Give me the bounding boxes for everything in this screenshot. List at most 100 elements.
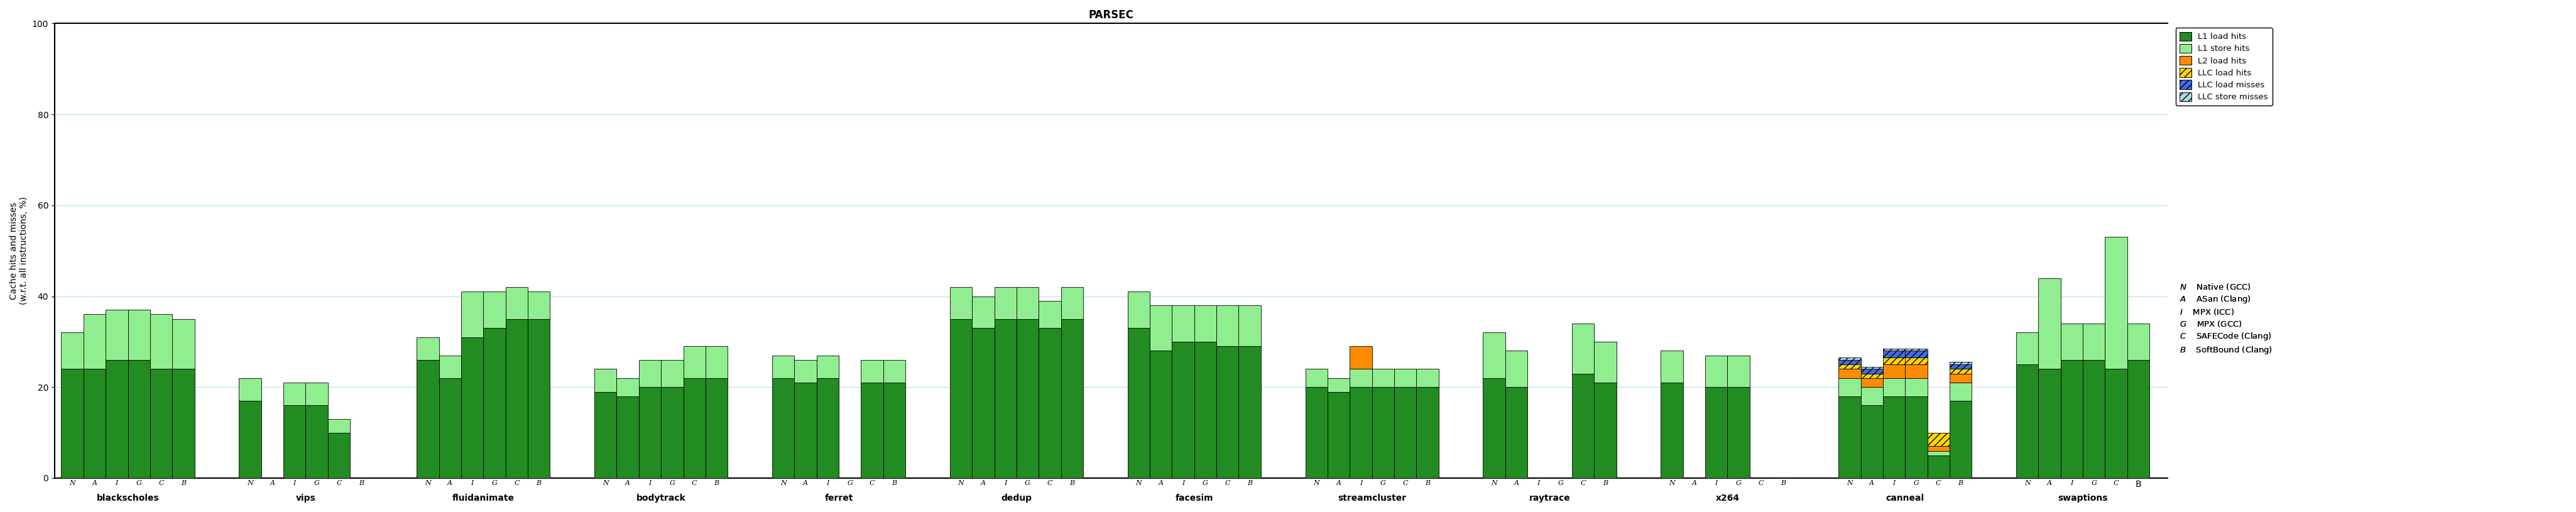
Bar: [994, 287, 1018, 319]
Bar: [793, 360, 817, 382]
Bar: [1239, 305, 1260, 346]
Bar: [438, 378, 461, 478]
Bar: [82, 314, 106, 369]
Bar: [860, 382, 884, 478]
Bar: [1705, 355, 1728, 387]
Bar: [1216, 305, 1239, 346]
Bar: [82, 369, 106, 478]
Bar: [1350, 369, 1373, 387]
Bar: [595, 392, 616, 478]
Bar: [283, 382, 307, 406]
Bar: [1728, 355, 1749, 387]
Bar: [1839, 378, 1860, 396]
Bar: [1595, 342, 1615, 382]
Bar: [1128, 328, 1149, 478]
Bar: [1860, 378, 1883, 387]
Bar: [1839, 365, 1860, 369]
Bar: [1504, 387, 1528, 478]
Bar: [2105, 369, 2128, 478]
Bar: [505, 287, 528, 319]
Bar: [1906, 396, 1927, 478]
Bar: [1906, 378, 1927, 396]
Bar: [505, 319, 528, 478]
Bar: [2084, 360, 2105, 478]
Bar: [706, 346, 726, 378]
Bar: [1883, 365, 1906, 378]
Bar: [1705, 387, 1728, 478]
Bar: [1061, 319, 1082, 478]
Bar: [884, 382, 904, 478]
Bar: [1504, 351, 1528, 387]
Bar: [1417, 369, 1437, 387]
Title: PARSEC: PARSEC: [1087, 9, 1133, 20]
Bar: [461, 292, 484, 337]
Bar: [1906, 365, 1927, 378]
Bar: [1927, 455, 1950, 478]
Bar: [1149, 305, 1172, 351]
Bar: [1350, 346, 1373, 369]
Bar: [1839, 360, 1860, 365]
Bar: [595, 369, 616, 392]
Bar: [1172, 305, 1195, 342]
Bar: [884, 360, 904, 382]
Bar: [1018, 287, 1038, 319]
Bar: [1327, 378, 1350, 392]
Bar: [1883, 396, 1906, 478]
Bar: [2038, 278, 2061, 369]
Bar: [817, 355, 840, 378]
Bar: [1571, 324, 1595, 374]
Bar: [327, 433, 350, 478]
Bar: [129, 310, 149, 360]
Bar: [1484, 378, 1504, 478]
Bar: [484, 292, 505, 328]
Bar: [1306, 387, 1327, 478]
Bar: [461, 337, 484, 478]
Bar: [1860, 369, 1883, 374]
Bar: [1595, 382, 1615, 478]
Bar: [307, 382, 327, 406]
Bar: [1327, 392, 1350, 478]
Bar: [1906, 349, 1927, 351]
Bar: [706, 378, 726, 478]
Bar: [1950, 362, 1971, 365]
Bar: [1860, 406, 1883, 478]
Bar: [1728, 387, 1749, 478]
Bar: [1394, 369, 1417, 387]
Bar: [639, 387, 662, 478]
Bar: [2017, 333, 2038, 365]
Bar: [683, 346, 706, 378]
Bar: [149, 314, 173, 369]
Bar: [1860, 367, 1883, 369]
Bar: [1195, 342, 1216, 478]
Bar: [1394, 387, 1417, 478]
Bar: [2105, 237, 2128, 369]
Bar: [283, 406, 307, 478]
Bar: [1484, 333, 1504, 378]
Bar: [773, 355, 793, 378]
Bar: [62, 369, 82, 478]
Bar: [2017, 365, 2038, 478]
Bar: [417, 337, 438, 360]
Bar: [2128, 360, 2148, 478]
Y-axis label: Cache hits and misses
(w.r.t. all instructions, %): Cache hits and misses (w.r.t. all instru…: [10, 197, 28, 305]
Bar: [793, 382, 817, 478]
Bar: [1061, 287, 1082, 319]
Bar: [2061, 360, 2084, 478]
Bar: [2061, 324, 2084, 360]
Bar: [1571, 374, 1595, 478]
Bar: [662, 360, 683, 387]
Bar: [1883, 349, 1906, 351]
Bar: [971, 296, 994, 328]
Bar: [1149, 351, 1172, 478]
Bar: [1906, 351, 1927, 357]
Bar: [1883, 378, 1906, 396]
Bar: [1860, 387, 1883, 406]
Bar: [1373, 387, 1394, 478]
Bar: [817, 378, 840, 478]
Bar: [951, 319, 971, 478]
Legend: $\mathit{N}$    Native (GCC), $\mathit{A}$    ASan (Clang), $\mathit{I}$    MPX : $\mathit{N}$ Native (GCC), $\mathit{A}$ …: [2177, 278, 2277, 359]
Bar: [307, 406, 327, 478]
Bar: [1950, 374, 1971, 382]
Bar: [2084, 324, 2105, 360]
Bar: [1839, 357, 1860, 360]
